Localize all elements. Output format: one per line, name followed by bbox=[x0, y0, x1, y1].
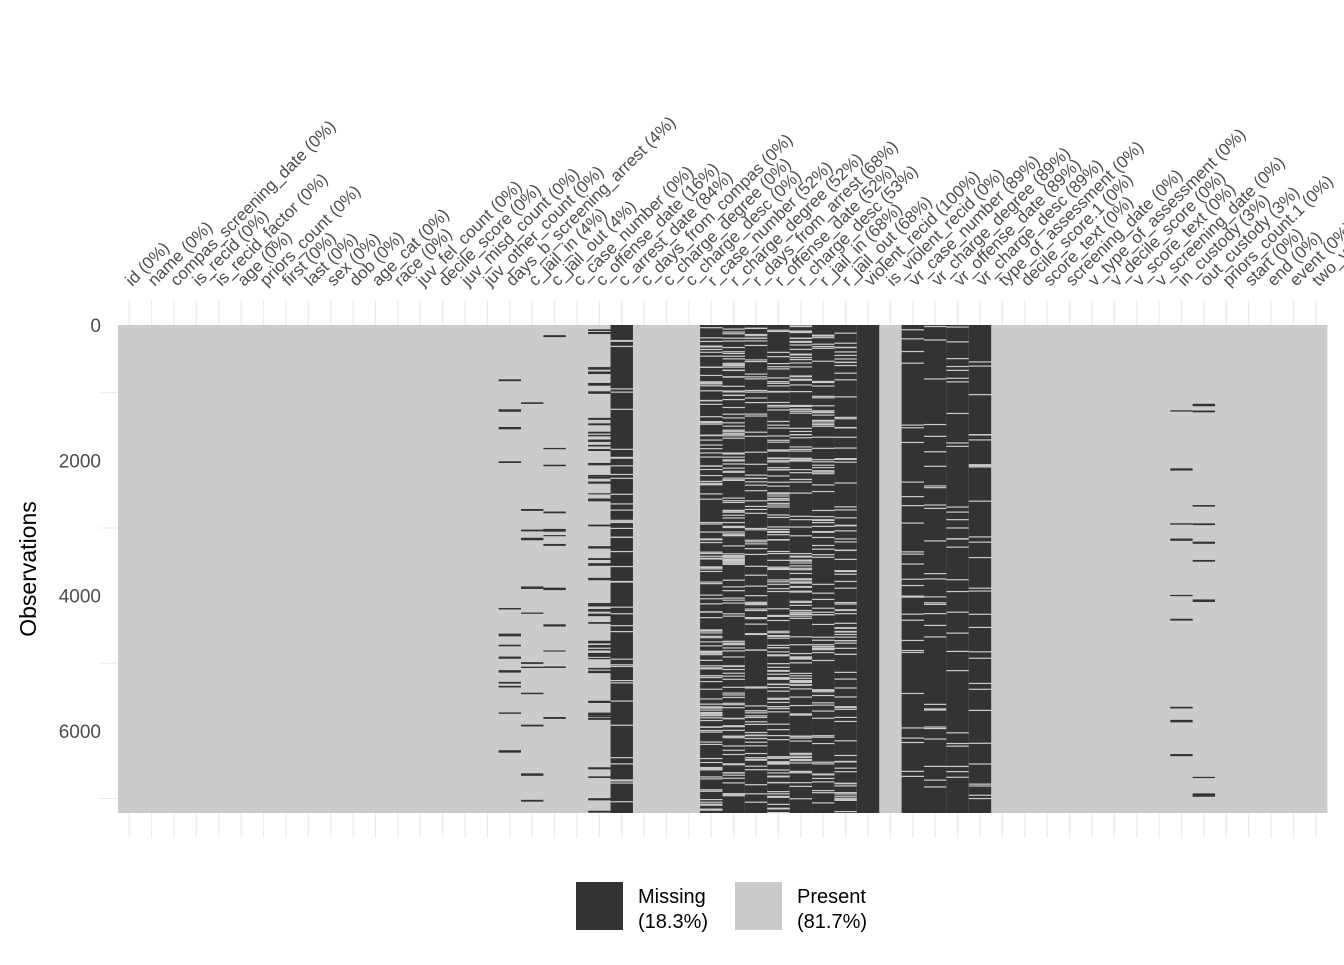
cell-missing-vr_case_number bbox=[901, 325, 925, 813]
cell-present-c_case_number bbox=[565, 325, 589, 813]
cell-present-out_custody bbox=[1192, 325, 1216, 813]
cell-present-c_days_from_compas bbox=[632, 325, 656, 813]
cell-present-c_offense_date bbox=[588, 325, 611, 813]
cell-missing-vr_charge_desc bbox=[968, 325, 992, 813]
cell-present-c_charge_desc bbox=[677, 325, 701, 813]
cell-present-start bbox=[1237, 325, 1261, 813]
cell-present-age bbox=[229, 325, 253, 813]
cell-present-is_recid bbox=[185, 325, 208, 813]
cell-present-v_screening_date bbox=[1147, 325, 1171, 813]
y-axis: 0 2000 4000 6000 bbox=[59, 316, 101, 743]
legend-swatch-missing bbox=[576, 882, 623, 930]
cell-present-is_violent_recid bbox=[879, 325, 903, 813]
y-tick-label: 0 bbox=[90, 316, 101, 337]
cell-present-two_year_recid bbox=[1304, 325, 1328, 813]
legend-item-missing: Missing (18.3%) bbox=[576, 882, 708, 933]
cell-present-last bbox=[297, 325, 320, 813]
legend-label-present: Present bbox=[797, 886, 866, 908]
cell-missing-vr_offense_date bbox=[946, 325, 970, 813]
cell-missing-c_arrest_date bbox=[610, 325, 634, 813]
cell-missing-r_charge_degree bbox=[722, 325, 746, 813]
cell-present-screening_date bbox=[1058, 325, 1082, 813]
cell-missing-c_jail_in bbox=[521, 402, 544, 802]
cell-present-c_jail_out bbox=[543, 325, 567, 813]
cell-missing-r_jail_out bbox=[834, 325, 858, 813]
heatmap-cells bbox=[118, 325, 1328, 814]
cell-present-event bbox=[1282, 325, 1306, 813]
cell-present-id bbox=[118, 325, 141, 813]
cell-missing-r_charge_desc bbox=[789, 325, 813, 813]
cell-present-race bbox=[386, 325, 410, 813]
grid-lines bbox=[100, 300, 1317, 838]
cell-present-v_type_of_assessment bbox=[1080, 325, 1104, 813]
cell-present-decile_score bbox=[431, 325, 455, 813]
column-labels: id (0%)name (0%)compas_screening_date (0… bbox=[122, 113, 1344, 291]
cell-missing-c_offense_date bbox=[588, 329, 611, 813]
cell-present-juv_misd_count bbox=[453, 325, 477, 813]
legend: Missing (18.3%) Present (81.7%) bbox=[576, 882, 867, 933]
cell-present-c_jail_in bbox=[521, 325, 544, 813]
legend-pct-missing: (18.3%) bbox=[638, 911, 708, 933]
cell-present-v_decile_score bbox=[1103, 325, 1126, 813]
cell-present-end bbox=[1259, 325, 1283, 813]
cell-missing-violent_recid bbox=[856, 325, 880, 813]
y-axis-title: Observations bbox=[15, 501, 41, 637]
cell-missing-out_custody bbox=[1192, 403, 1216, 797]
y-tick-label: 6000 bbox=[59, 722, 101, 743]
cell-missing-vr_charge_degree bbox=[924, 325, 947, 813]
cell-missing-r_days_from_arrest bbox=[744, 325, 768, 813]
cell-missing-days_b_screening_arrest bbox=[498, 379, 522, 753]
cell-present-priors_count bbox=[252, 325, 276, 813]
cell-missing-r_jail_in bbox=[812, 325, 835, 813]
cell-present-dob bbox=[341, 325, 365, 813]
y-tick-label: 4000 bbox=[59, 587, 101, 608]
cell-present-first bbox=[274, 325, 298, 813]
cell-present-decile_score.1 bbox=[1013, 325, 1037, 813]
cell-present-in_custody bbox=[1170, 325, 1194, 813]
legend-label-missing: Missing bbox=[638, 886, 706, 908]
cell-present-is_recid_factor bbox=[207, 325, 231, 813]
cell-present-name bbox=[140, 325, 164, 813]
cell-present-c_charge_degree bbox=[655, 325, 679, 813]
cell-present-score_text bbox=[1035, 325, 1059, 813]
cell-present-days_b_screening_arrest bbox=[498, 325, 522, 813]
cell-present-juv_fel_count bbox=[409, 325, 432, 813]
cell-missing-c_jail_out bbox=[543, 335, 567, 719]
cell-missing-r_case_number bbox=[700, 325, 723, 813]
cell-present-compas_screening_date bbox=[162, 325, 186, 813]
cell-present-sex bbox=[319, 325, 343, 813]
legend-pct-present: (81.7%) bbox=[797, 911, 867, 933]
y-tick-label: 2000 bbox=[59, 451, 101, 472]
cell-present-type_of_assessment bbox=[991, 325, 1014, 813]
legend-item-present: Present (81.7%) bbox=[735, 882, 867, 933]
cell-present-priors_count.1 bbox=[1215, 325, 1238, 813]
cell-present-age_cat bbox=[364, 325, 388, 813]
cell-missing-r_offense_date bbox=[767, 325, 791, 814]
legend-swatch-present bbox=[735, 882, 782, 930]
cell-missing-in_custody bbox=[1170, 410, 1194, 757]
cell-present-juv_other_count bbox=[476, 325, 500, 813]
cell-present-v_score_text bbox=[1125, 325, 1149, 813]
